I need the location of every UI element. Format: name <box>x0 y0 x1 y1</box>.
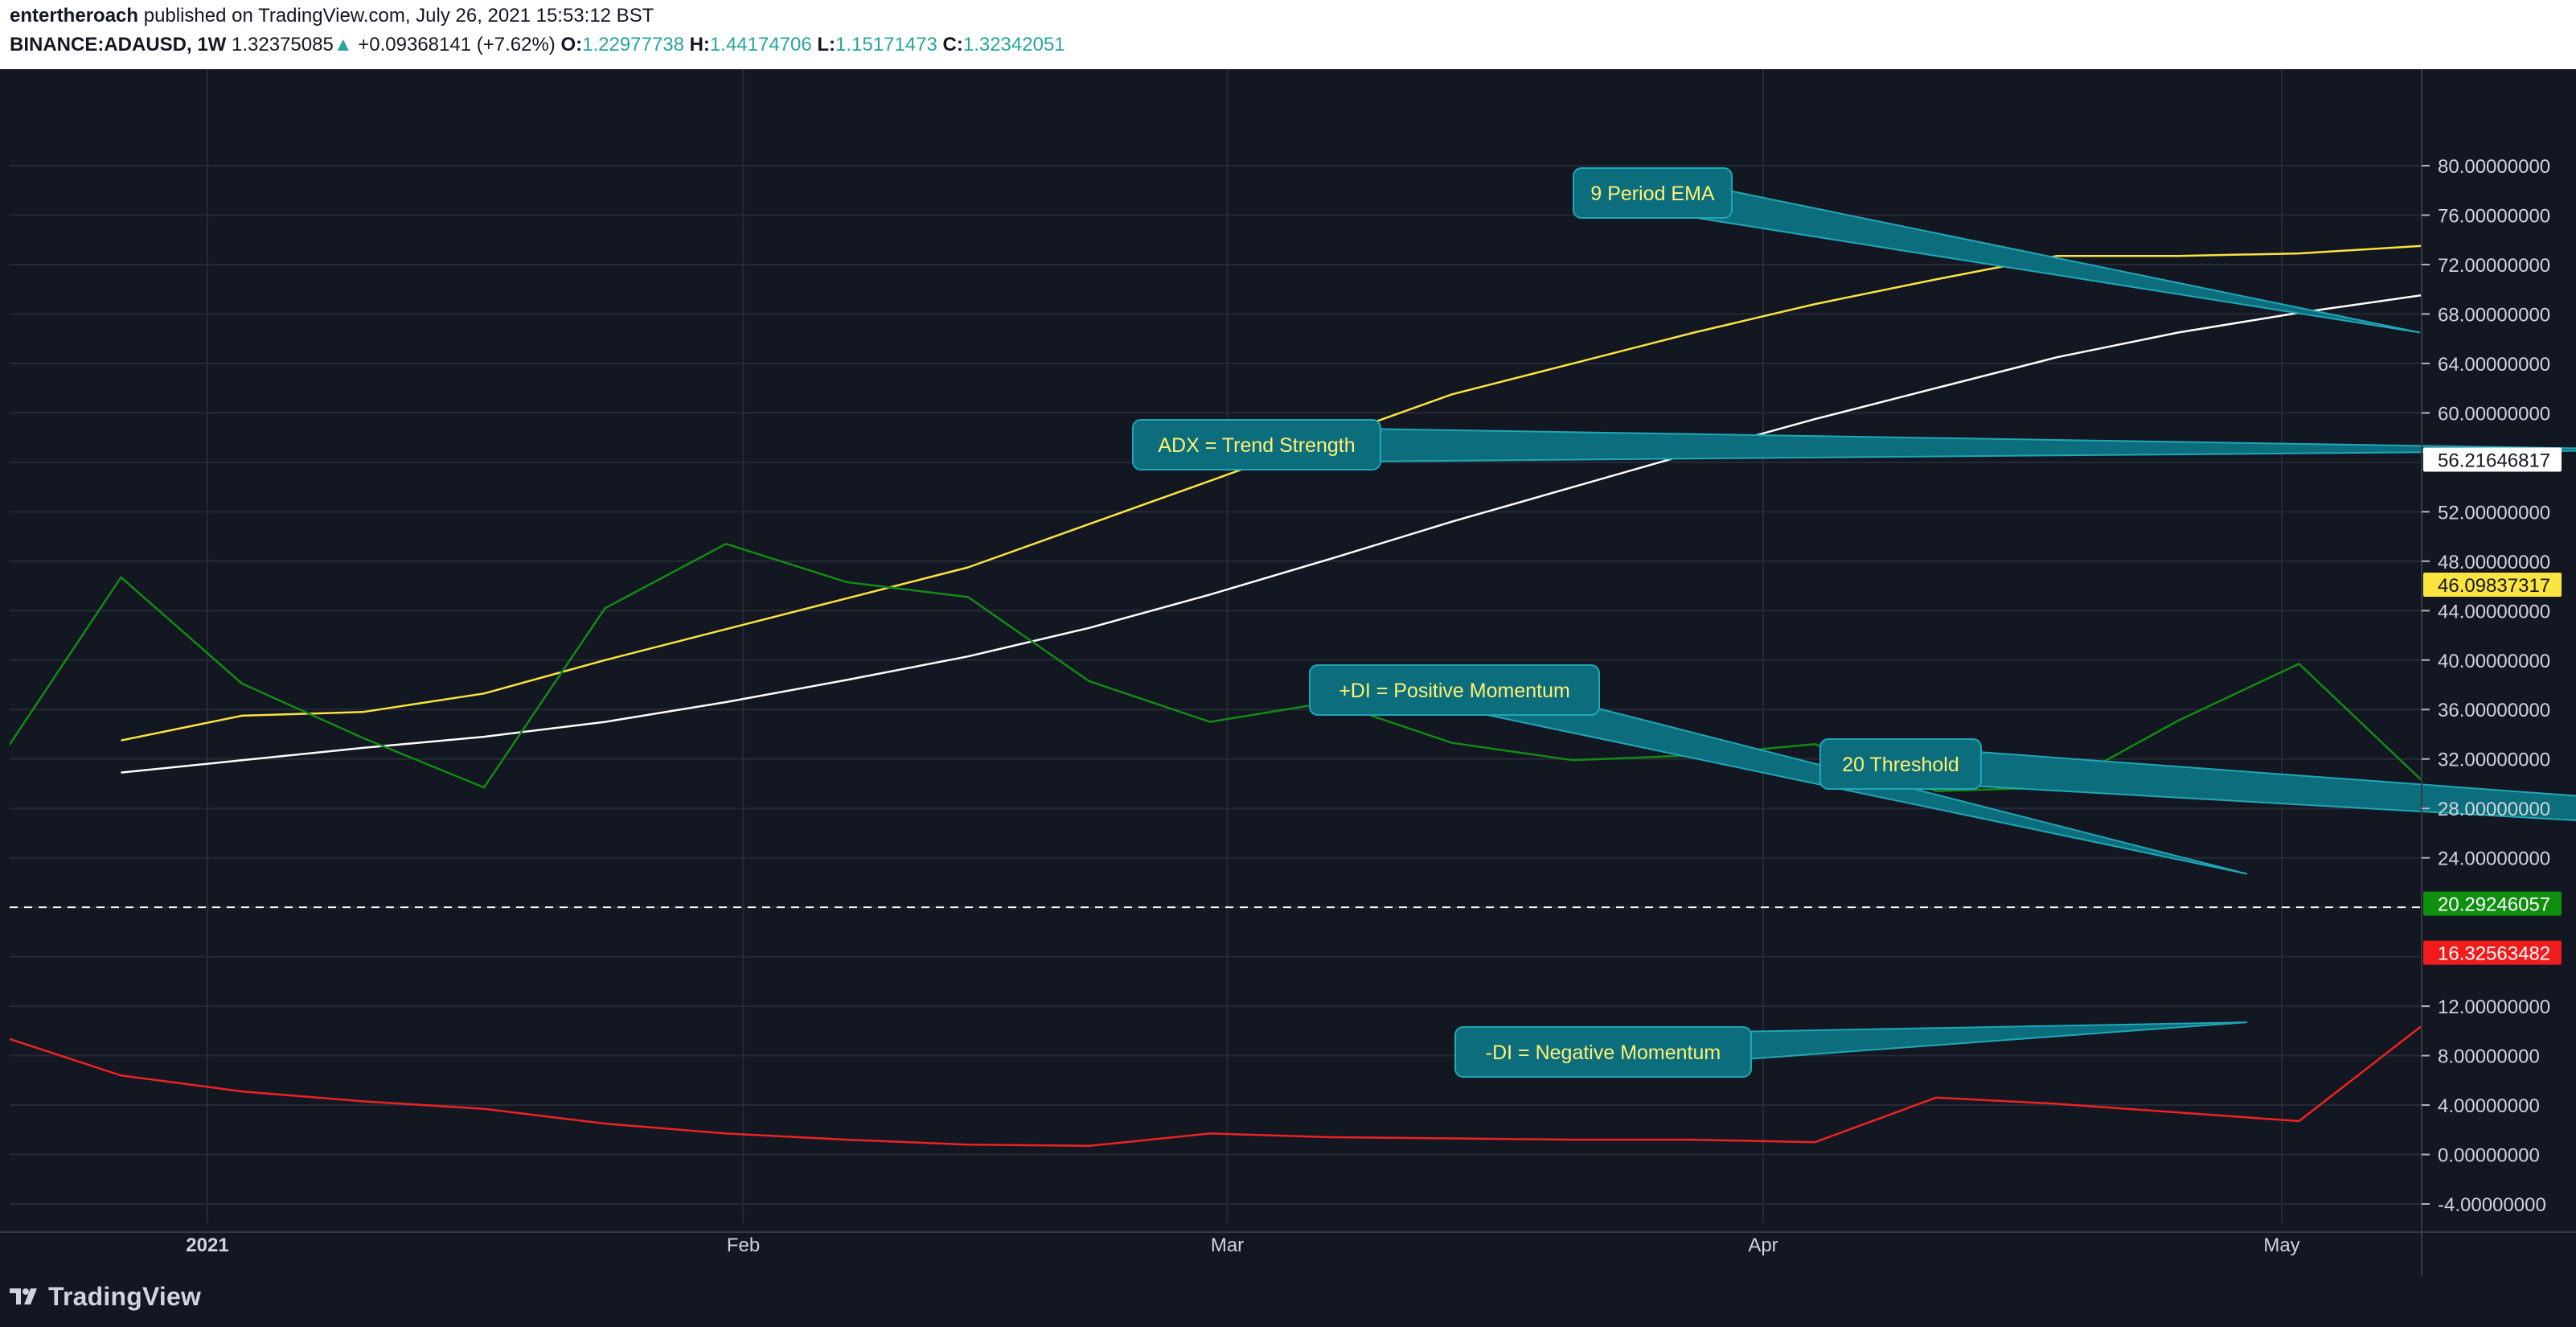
y-tick-label: 52.00000000 <box>2438 502 2550 524</box>
low-value: 1.15171473 <box>835 34 937 55</box>
published-text: published on TradingView.com, July 26, 2… <box>144 5 654 27</box>
publish-line: entertheroach published on TradingView.c… <box>10 5 654 27</box>
y-tick-label: 72.00000000 <box>2438 255 2550 277</box>
high-label: H: <box>690 34 710 55</box>
y-tick-label: 76.00000000 <box>2438 205 2550 227</box>
y-tick-label: 28.00000000 <box>2438 799 2550 820</box>
y-tick-label: 68.00000000 <box>2438 304 2550 326</box>
chart-canvas[interactable]: 9 Period EMA ADX = Trend Strength +DI = Po… <box>0 69 2576 1276</box>
y-tick-label: 44.00000000 <box>2438 601 2550 622</box>
x-tick-label: 2021 <box>186 1235 228 1256</box>
author-name[interactable]: entertheroach <box>10 5 138 27</box>
chart-header: entertheroach published on TradingView.c… <box>0 0 2576 69</box>
last-value-badge-ema: 56.21646817 <box>2423 448 2562 472</box>
callout-text: 20 Threshold <box>1842 754 1959 776</box>
symbol-ohlc-line: BINANCE:ADAUSD, 1W 1.32375085▲ +0.093681… <box>10 34 1065 56</box>
x-tick-label: May <box>2263 1235 2299 1256</box>
close-value: 1.32342051 <box>963 34 1065 55</box>
tradingview-logo[interactable]: TradingView <box>10 1280 201 1313</box>
badge-label: 16.32563482 <box>2438 943 2550 965</box>
low-label: L: <box>817 34 835 55</box>
y-tick-label: 12.00000000 <box>2438 996 2550 1018</box>
y-tick-label: -4.00000000 <box>2438 1194 2546 1216</box>
y-tick-label: 80.00000000 <box>2438 156 2550 178</box>
y-tick-label: 40.00000000 <box>2438 651 2550 672</box>
close-label: C: <box>943 34 963 55</box>
open-value: 1.22977738 <box>582 34 684 55</box>
tradingview-logo-icon <box>10 1287 42 1306</box>
up-arrow-icon: ▲ <box>334 34 353 55</box>
x-tick-label: Mar <box>1211 1235 1244 1256</box>
y-tick-label: 64.00000000 <box>2438 354 2550 376</box>
callout-text: -DI = Negative Momentum <box>1486 1041 1721 1064</box>
y-tick-label: 0.00000000 <box>2438 1145 2540 1167</box>
callout-text: 9 Period EMA <box>1590 183 1715 205</box>
last-value-badge-adx: 46.09837317 <box>2423 573 2562 597</box>
badge-label: 56.21646817 <box>2438 450 2550 472</box>
last-value-badge-plus-di: 20.29246057 <box>2423 892 2562 916</box>
symbol-name[interactable]: BINANCE:ADAUSD, 1W <box>10 34 226 55</box>
open-label: O: <box>560 34 582 55</box>
callout-text: +DI = Positive Momentum <box>1339 680 1570 702</box>
callout-text: ADX = Trend Strength <box>1158 434 1355 457</box>
y-tick-label: 32.00000000 <box>2438 750 2550 771</box>
x-tick-label: Feb <box>727 1235 760 1256</box>
x-tick-label: Apr <box>1748 1235 1778 1256</box>
logo-text: TradingView <box>48 1282 201 1312</box>
y-tick-label: 24.00000000 <box>2438 848 2550 870</box>
last-price: 1.32375085 <box>232 34 334 55</box>
last-value-badge-minus-di: 16.32563482 <box>2423 941 2562 965</box>
high-value: 1.44174706 <box>710 34 812 55</box>
chart-background <box>0 69 2576 1276</box>
y-tick-label: 4.00000000 <box>2438 1095 2540 1117</box>
price-change: +0.09368141 (+7.62%) <box>358 34 556 55</box>
y-tick-label: 8.00000000 <box>2438 1046 2540 1068</box>
y-tick-label: 48.00000000 <box>2438 552 2550 573</box>
badge-label: 20.29246057 <box>2438 894 2550 916</box>
y-tick-label: 36.00000000 <box>2438 700 2550 721</box>
y-tick-label: 60.00000000 <box>2438 403 2550 425</box>
badge-label: 46.09837317 <box>2438 575 2550 597</box>
